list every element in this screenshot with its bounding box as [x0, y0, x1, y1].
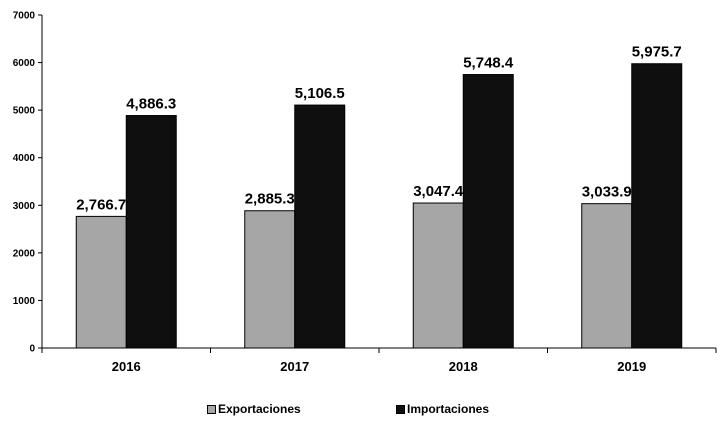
- legend-label-exportaciones: Exportaciones: [218, 402, 301, 416]
- y-tick-label: 0: [29, 344, 35, 355]
- y-tick-label: 2000: [13, 248, 36, 259]
- data-label-exportaciones-2019: 3,033.9: [582, 184, 632, 201]
- data-label-importaciones-2017: 5,106.5: [295, 85, 345, 102]
- y-tick-label: 5000: [13, 106, 36, 117]
- bars: [75, 63, 683, 349]
- y-tick-label: 4000: [13, 153, 36, 164]
- bar-importaciones-2016: [125, 115, 177, 349]
- y-axis: 0 1000 2000 3000 4000 5000 6000 7000: [13, 11, 43, 355]
- x-axis: 2016 2017 2018 2019: [41, 347, 717, 374]
- data-label-exportaciones-2018: 3,047.4: [413, 183, 464, 200]
- y-tick-label: 7000: [13, 11, 36, 22]
- data-label-importaciones-2016: 4,886.3: [126, 96, 176, 113]
- bar-exportaciones-2018: [412, 202, 464, 349]
- y-tick-label: 3000: [13, 201, 36, 212]
- legend-item-importaciones: Importaciones: [396, 402, 489, 416]
- legend-label-importaciones: Importaciones: [407, 402, 490, 416]
- y-tick-label: 1000: [13, 296, 36, 307]
- bar-importaciones-2018: [462, 74, 514, 349]
- data-label-importaciones-2019: 5,975.7: [632, 44, 682, 61]
- y-tick-label: 6000: [13, 58, 36, 69]
- x-tick-label: 2019: [617, 359, 646, 374]
- bar-exportaciones-2017: [244, 210, 296, 349]
- data-labels: 2,766.7 4,886.3 2,885.3 5,106.5 3,047.4 5,748…: [76, 44, 682, 214]
- legend-swatch-importaciones: [396, 404, 405, 414]
- legend: Exportaciones Importaciones: [0, 402, 721, 420]
- bar-exportaciones-2019: [581, 203, 633, 349]
- legend-swatch-exportaciones: [207, 404, 216, 414]
- data-label-exportaciones-2016: 2,766.7: [76, 196, 126, 213]
- data-label-importaciones-2018: 5,748.4: [463, 55, 514, 72]
- bar-importaciones-2019: [631, 63, 683, 349]
- x-tick-label: 2018: [449, 359, 478, 374]
- x-tick-label: 2016: [112, 359, 141, 374]
- x-tick-label: 2017: [280, 359, 309, 374]
- data-label-exportaciones-2017: 2,885.3: [245, 191, 295, 208]
- legend-item-exportaciones: Exportaciones: [207, 402, 301, 416]
- bar-importaciones-2017: [294, 104, 346, 349]
- bar-exportaciones-2016: [75, 215, 127, 349]
